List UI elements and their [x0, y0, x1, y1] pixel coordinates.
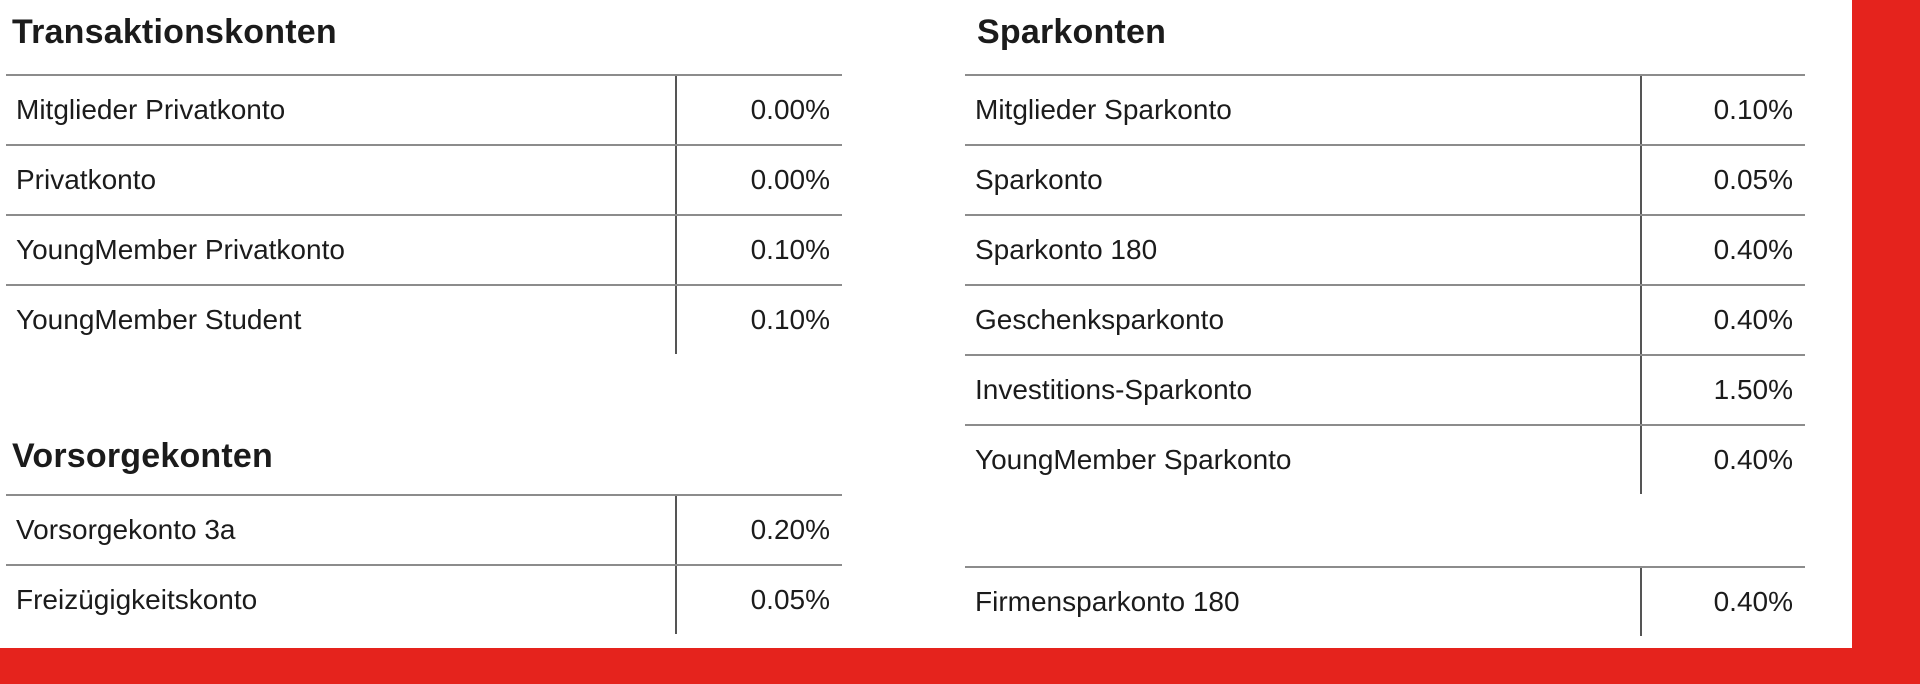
table-vorsorgekonten: Vorsorgekonto 3a 0.20% Freizügigkeitskonto…	[6, 494, 842, 634]
table-row: Investitions-Sparkonto 1.50%	[965, 354, 1805, 424]
interest-rate: 0.40%	[1640, 568, 1805, 636]
account-name: Freizügigkeitskonto	[16, 584, 258, 615]
account-name: Firmensparkonto 180	[975, 586, 1240, 617]
interest-rate: 0.10%	[1640, 76, 1805, 144]
account-name: Mitglieder Sparkonto	[975, 94, 1232, 125]
interest-rate: 0.40%	[1640, 286, 1805, 354]
interest-rate: 0.00%	[675, 76, 842, 144]
table-row: YoungMember Student 0.10%	[6, 284, 842, 354]
section-title-vorsorgekonten: Vorsorgekonten	[12, 437, 273, 475]
interest-rate: 0.05%	[675, 566, 842, 634]
table-sparkonten: Mitglieder Sparkonto 0.10% Sparkonto 0.05% S…	[965, 74, 1805, 494]
interest-rate: 0.20%	[675, 496, 842, 564]
table-row: Sparkonto 180 0.40%	[965, 214, 1805, 284]
table-row: YoungMember Sparkonto 0.40%	[965, 424, 1805, 494]
account-name: YoungMember Student	[16, 304, 302, 335]
table-row: Sparkonto 0.05%	[965, 144, 1805, 214]
account-name: Sparkonto 180	[975, 234, 1158, 265]
account-name: Sparkonto	[975, 164, 1103, 195]
table-row: Mitglieder Privatkonto 0.00%	[6, 74, 842, 144]
account-name: Vorsorgekonto 3a	[16, 514, 236, 545]
table-row: Firmensparkonto 180 0.40%	[965, 566, 1805, 636]
interest-rate: 0.40%	[1640, 216, 1805, 284]
interest-rate: 0.40%	[1640, 426, 1805, 494]
account-name: Mitglieder Privatkonto	[16, 94, 286, 125]
red-side-bar	[1852, 0, 1920, 684]
account-name: YoungMember Sparkonto	[975, 444, 1292, 475]
interest-rate: 0.00%	[675, 146, 842, 214]
table-row: Freizügigkeitskonto 0.05%	[6, 564, 842, 634]
table-row: Geschenksparkonto 0.40%	[965, 284, 1805, 354]
table-transaktionskonten: Mitglieder Privatkonto 0.00% Privatkonto 0.…	[6, 74, 842, 354]
table-firmensparkonto: Firmensparkonto 180 0.40%	[965, 566, 1805, 636]
account-name: Privatkonto	[16, 164, 157, 195]
table-row: YoungMember Privatkonto 0.10%	[6, 214, 842, 284]
account-name: Geschenksparkonto	[975, 304, 1225, 335]
account-name: Investitions-Sparkonto	[975, 374, 1253, 405]
table-row: Privatkonto 0.00%	[6, 144, 842, 214]
account-name: YoungMember Privatkonto	[16, 234, 345, 265]
section-title-transaktionskonten: Transaktionskonten	[12, 13, 337, 51]
interest-rate: 0.10%	[675, 216, 842, 284]
section-title-sparkonten: Sparkonten	[977, 13, 1167, 51]
interest-rate: 0.10%	[675, 286, 842, 354]
table-row: Vorsorgekonto 3a 0.20%	[6, 494, 842, 564]
interest-rate: 0.05%	[1640, 146, 1805, 214]
red-bottom-bar	[0, 648, 1920, 684]
table-row: Mitglieder Sparkonto 0.10%	[965, 74, 1805, 144]
interest-rate: 1.50%	[1640, 356, 1805, 424]
